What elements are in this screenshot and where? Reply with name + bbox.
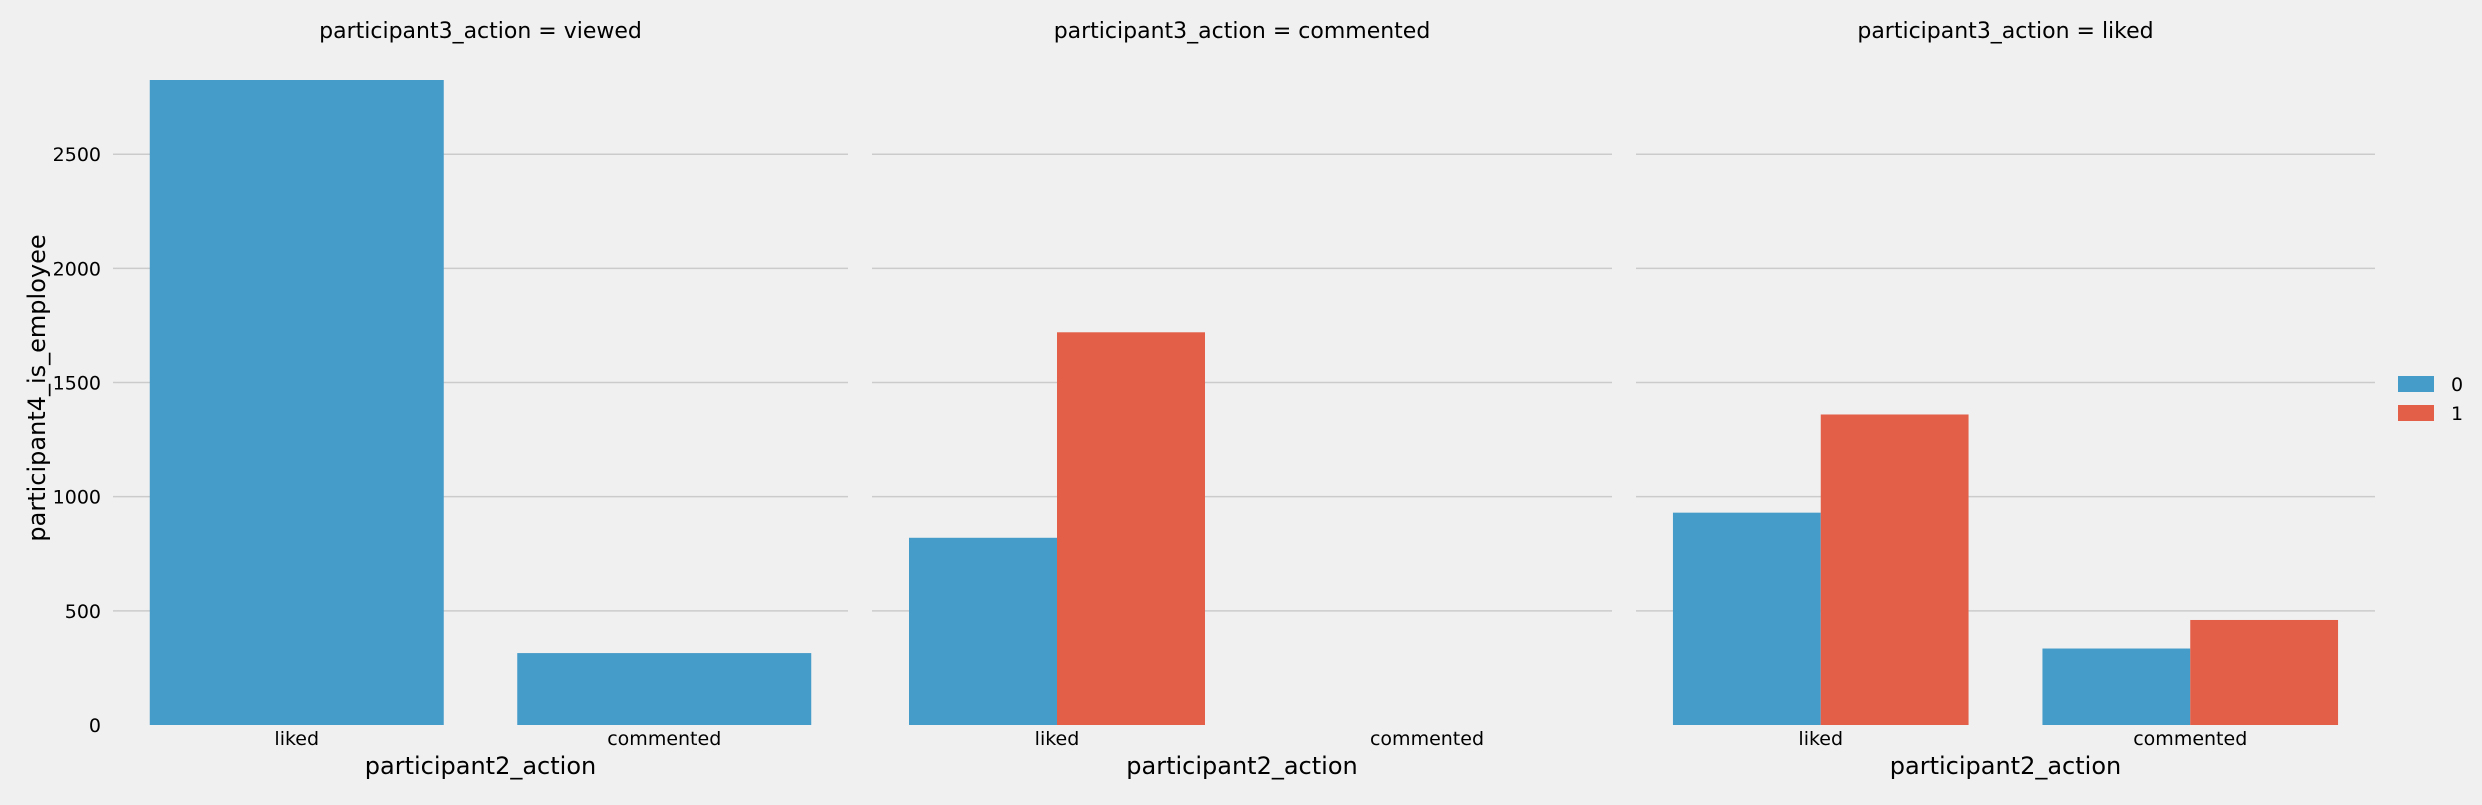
bar [1057, 332, 1205, 725]
facet-panel: participant3_action = viewed liked comment… [53, 19, 848, 780]
facet-panel: participant3_action = commented liked comm… [872, 19, 1612, 780]
bar [2190, 619, 2339, 725]
bar [517, 653, 812, 725]
x-axis-title: participant2_action [1126, 752, 1357, 780]
y-tick-label: 1000 [53, 487, 101, 509]
x-tick-label: commented [2133, 728, 2247, 750]
x-tick-label: liked [1798, 728, 1843, 750]
x-tick-label: commented [1370, 728, 1484, 750]
legend-swatch [2398, 376, 2434, 392]
facet-panel: participant3_action = liked liked commente… [1636, 19, 2375, 780]
legend-label: 0 [2451, 374, 2463, 396]
y-tick-label: 2000 [53, 258, 101, 280]
x-tick-label: liked [1035, 728, 1080, 750]
y-tick-label: 1500 [53, 373, 101, 395]
bar [1672, 512, 1821, 725]
x-tick-label: commented [607, 728, 721, 750]
y-tick-label: 0 [89, 715, 101, 737]
bar [1820, 414, 1969, 725]
y-axis-title: participant4_is_employee [23, 234, 51, 541]
x-tick-label: liked [274, 728, 319, 750]
x-axis-title: participant2_action [365, 752, 596, 780]
legend: 01 [2398, 374, 2463, 425]
facet-title: participant3_action = viewed [319, 19, 642, 44]
facet-title: participant3_action = commented [1054, 19, 1431, 44]
facet-title: participant3_action = liked [1857, 19, 2153, 44]
legend-label: 1 [2451, 403, 2463, 425]
y-tick-label: 2500 [53, 144, 101, 166]
y-tick-label: 500 [65, 601, 101, 623]
facet-panels: participant3_action = viewed liked comment… [53, 19, 2375, 780]
x-axis-title: participant2_action [1890, 752, 2121, 780]
bar [149, 80, 444, 725]
bar [2042, 648, 2191, 725]
bar [909, 537, 1057, 725]
legend-swatch [2398, 405, 2434, 421]
